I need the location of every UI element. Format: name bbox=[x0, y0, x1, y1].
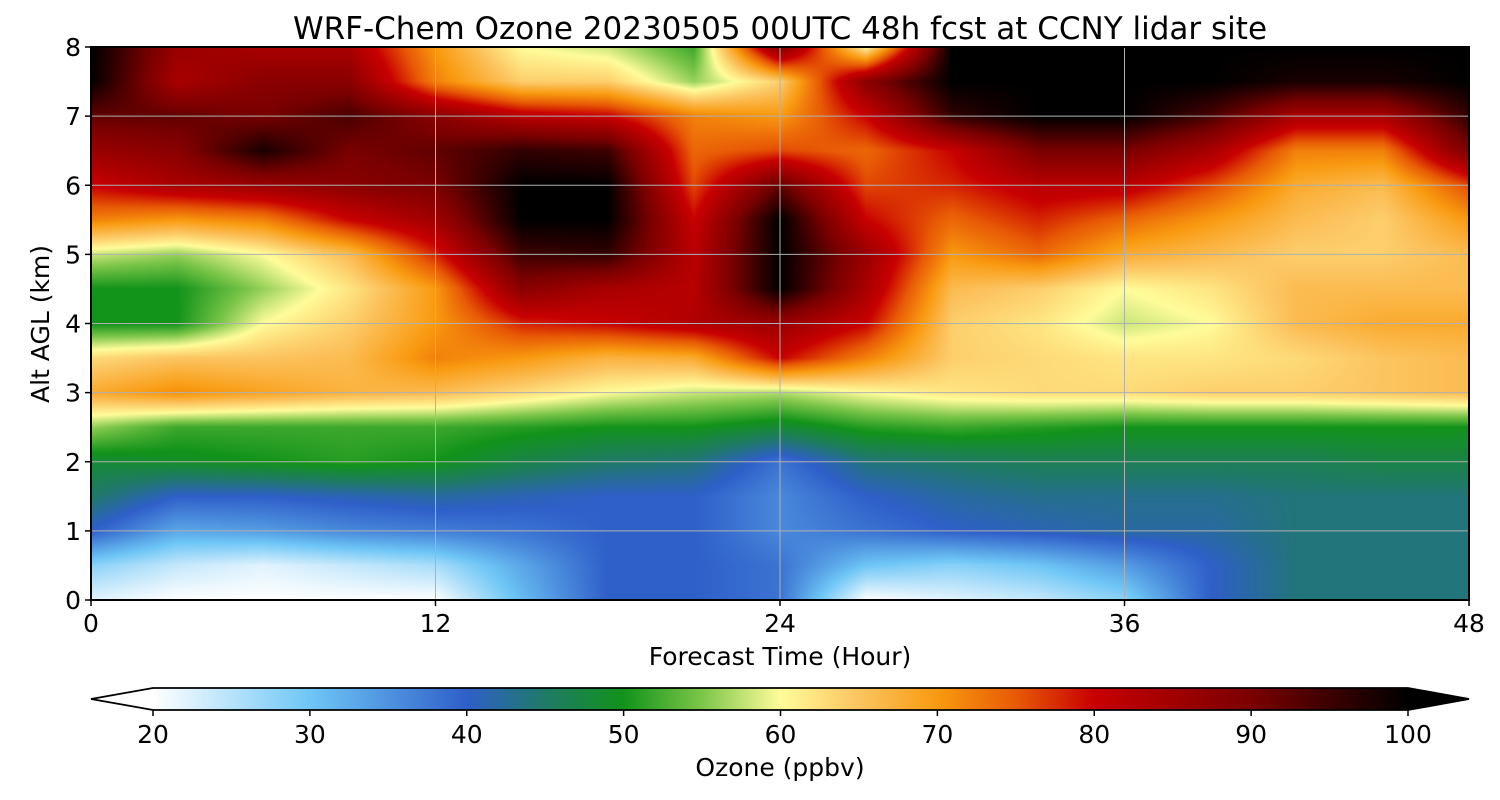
y-tick-label: 5 bbox=[65, 240, 81, 269]
chart-title: WRF-Chem Ozone 20230505 00UTC 48h fcst a… bbox=[293, 11, 1267, 47]
y-tick-label: 3 bbox=[65, 379, 81, 408]
colorbar-label: Ozone (ppbv) bbox=[695, 753, 864, 782]
x-tick-label: 24 bbox=[764, 609, 796, 638]
colorbar-extend-low bbox=[91, 688, 153, 710]
y-tick-label: 2 bbox=[65, 448, 81, 477]
colorbar-tick-label: 40 bbox=[451, 720, 483, 749]
grid-lines bbox=[91, 47, 1469, 600]
colorbar-tick-label: 20 bbox=[137, 720, 169, 749]
x-axis: 0 12 24 36 48 bbox=[83, 600, 1485, 638]
colorbar-tick-label: 50 bbox=[608, 720, 640, 749]
colorbar-tick-label: 90 bbox=[1235, 720, 1267, 749]
colorbar-body bbox=[153, 688, 1408, 710]
x-tick-label: 0 bbox=[83, 609, 99, 638]
y-tick-label: 6 bbox=[65, 171, 81, 200]
y-tick-label: 8 bbox=[65, 33, 81, 62]
colorbar-tick-label: 60 bbox=[765, 720, 797, 749]
y-axis-label: Alt AGL (km) bbox=[26, 245, 55, 403]
y-tick-label: 0 bbox=[65, 586, 81, 615]
colorbar-extend-high bbox=[1408, 688, 1469, 710]
y-tick-label: 7 bbox=[65, 102, 81, 131]
y-tick-label: 4 bbox=[65, 310, 81, 339]
x-axis-label: Forecast Time (Hour) bbox=[649, 642, 912, 671]
plot-area bbox=[90, 46, 1470, 601]
colorbar-ticks: 20 30 40 50 60 70 80 90 100 bbox=[137, 710, 1432, 749]
x-tick-label: 12 bbox=[420, 609, 452, 638]
colorbar-tick-label: 80 bbox=[1078, 720, 1110, 749]
x-tick-label: 36 bbox=[1109, 609, 1141, 638]
y-axis: 0 1 2 3 4 5 6 7 8 bbox=[65, 33, 91, 615]
colorbar: 20 30 40 50 60 70 80 90 100 Ozone (ppbv) bbox=[90, 687, 1470, 782]
colorbar-tick-label: 100 bbox=[1384, 720, 1432, 749]
colorbar-tick-label: 70 bbox=[921, 720, 953, 749]
y-tick-label: 1 bbox=[65, 517, 81, 546]
x-tick-label: 48 bbox=[1453, 609, 1485, 638]
colorbar-tick-label: 30 bbox=[294, 720, 326, 749]
